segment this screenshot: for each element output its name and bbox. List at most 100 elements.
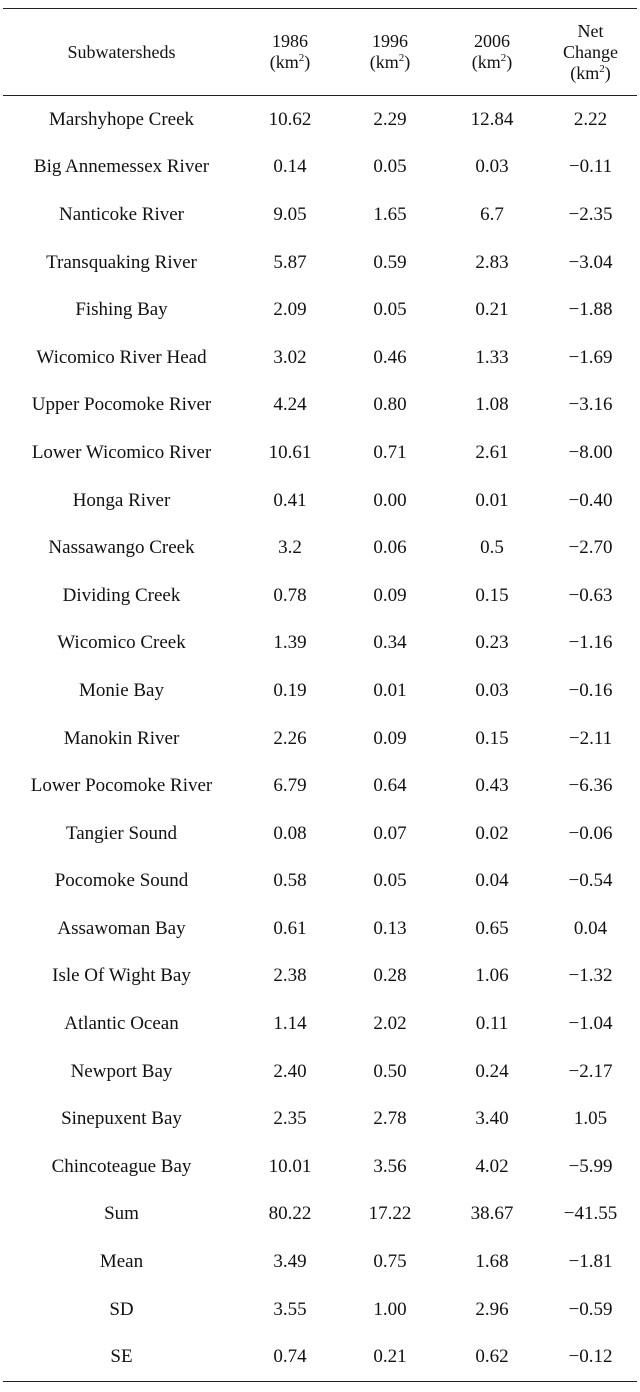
value-1996: 0.34	[373, 632, 407, 654]
subwatershed-name: Marshyhope Creek	[48, 108, 195, 130]
subwatershed-name: Wicomico River Head	[36, 346, 207, 368]
value-2006: 38.67	[470, 1203, 514, 1225]
value-1986: 3.49	[273, 1251, 307, 1273]
table-row: Dividing Creek 0.78 0.09 0.15 −0.63	[3, 572, 637, 620]
value-1996: 0.21	[373, 1346, 407, 1368]
header-1986-year: 1986	[272, 31, 308, 51]
value-1996: 0.46	[373, 346, 407, 368]
table-row: Upper Pocomoke River 4.24 0.80 1.08 −3.16	[3, 382, 637, 430]
value-1986: 0.58	[273, 870, 307, 892]
header-net-change: Net Change (km2)	[544, 9, 637, 96]
value-2006: 0.23	[475, 632, 509, 654]
subwatershed-name: Dividing Creek	[62, 584, 181, 606]
value-2006: 0.65	[475, 917, 509, 939]
value-1986: 0.78	[273, 584, 307, 606]
value-2006: 1.33	[475, 346, 509, 368]
value-1996: 0.09	[373, 727, 407, 749]
table-row: Wicomico Creek 1.39 0.34 0.23 −1.16	[3, 620, 637, 668]
subwatershed-name: Wicomico Creek	[57, 632, 186, 654]
value-1986: 0.19	[273, 679, 307, 701]
subwatershed-name: Pocomoke Sound	[54, 870, 189, 892]
subwatershed-name: SD	[109, 1298, 134, 1320]
table-row: Transquaking River 5.87 0.59 2.83 −3.04	[3, 239, 637, 287]
value-1996: 0.80	[373, 394, 407, 416]
value-1986: 5.87	[273, 251, 307, 273]
value-net-change: −0.11	[568, 156, 613, 178]
value-net-change: −0.59	[568, 1298, 613, 1320]
value-2006: 2.83	[475, 251, 509, 273]
value-net-change: 2.22	[573, 108, 608, 130]
header-net-change-unit: (km2)	[570, 62, 611, 83]
value-2006: 1.08	[475, 394, 509, 416]
value-1996: 3.56	[373, 1155, 407, 1177]
value-1996: 2.02	[373, 1013, 407, 1035]
table-row: Sinepuxent Bay 2.35 2.78 3.40 1.05	[3, 1095, 637, 1143]
value-net-change: −1.88	[568, 299, 613, 321]
value-1996: 2.78	[373, 1108, 407, 1130]
table-row: Wicomico River Head 3.02 0.46 1.33 −1.69	[3, 334, 637, 382]
value-1986: 1.39	[273, 632, 307, 654]
value-1986: 6.79	[273, 775, 307, 797]
table-row: Mean 3.49 0.75 1.68 −1.81	[3, 1238, 637, 1286]
subwatershed-name: Fishing Bay	[75, 299, 168, 321]
value-1986: 10.01	[268, 1155, 312, 1177]
table-row: Assawoman Bay 0.61 0.13 0.65 0.04	[3, 905, 637, 953]
value-1996: 0.71	[373, 441, 407, 463]
value-net-change: −2.17	[568, 1060, 613, 1082]
value-2006: 1.06	[475, 965, 509, 987]
table-row: Big Annemessex River 0.14 0.05 0.03 −0.11	[3, 144, 637, 192]
subwatershed-name: Atlantic Ocean	[64, 1013, 179, 1035]
value-1996: 0.06	[373, 537, 407, 559]
value-1986: 0.08	[273, 822, 307, 844]
value-net-change: −2.35	[568, 203, 613, 225]
value-1986: 80.22	[268, 1203, 312, 1225]
value-1996: 0.28	[373, 965, 407, 987]
value-1986: 4.24	[273, 394, 307, 416]
table-row: Chincoteague Bay 10.01 3.56 4.02 −5.99	[3, 1143, 637, 1191]
value-1986: 0.74	[273, 1346, 307, 1368]
value-2006: 0.43	[475, 775, 509, 797]
value-net-change: −0.54	[568, 870, 613, 892]
table-row: Marshyhope Creek 10.62 2.29 12.84 2.22	[3, 96, 637, 144]
value-1996: 1.65	[373, 203, 407, 225]
value-2006: 0.01	[475, 489, 509, 511]
value-net-change: −6.36	[568, 775, 613, 797]
value-net-change: −8.00	[568, 441, 613, 463]
value-1996: 2.29	[373, 108, 407, 130]
subwatershed-name: Sinepuxent Bay	[61, 1108, 182, 1130]
value-1996: 0.13	[373, 917, 407, 939]
value-1986: 0.14	[273, 156, 307, 178]
table-row: SD 3.55 1.00 2.96 −0.59	[3, 1286, 637, 1334]
value-1996: 0.59	[373, 251, 407, 273]
value-2006: 0.11	[475, 1013, 509, 1035]
table-row: Sum 80.22 17.22 38.67 −41.55	[3, 1191, 637, 1239]
value-net-change: −1.32	[568, 965, 613, 987]
value-1996: 0.09	[373, 584, 407, 606]
table-row: Fishing Bay 2.09 0.05 0.21 −1.88	[3, 286, 637, 334]
value-1996: 0.01	[373, 679, 407, 701]
header-row: Subwatersheds 1986 (km2) 1996 (km2) 2006…	[3, 9, 637, 96]
table-row: Isle Of Wight Bay 2.38 0.28 1.06 −1.32	[3, 953, 637, 1001]
table-row: Nanticoke River 9.05 1.65 6.7 −2.35	[3, 191, 637, 239]
table-row: Lower Wicomico River 10.61 0.71 2.61 −8.00	[3, 429, 637, 477]
value-2006: 0.5	[480, 537, 504, 559]
value-2006: 1.68	[475, 1251, 509, 1273]
table-row: Manokin River 2.26 0.09 0.15 −2.11	[3, 715, 637, 763]
table-row: SE 0.74 0.21 0.62 −0.12	[3, 1333, 637, 1381]
value-2006: 0.62	[475, 1346, 509, 1368]
table-row: Tangier Sound 0.08 0.07 0.02 −0.06	[3, 810, 637, 858]
value-net-change: −0.40	[568, 489, 613, 511]
subwatershed-name: Assawoman Bay	[57, 917, 186, 939]
value-net-change: −0.16	[568, 679, 613, 701]
table-row: Newport Bay 2.40 0.50 0.24 −2.17	[3, 1048, 637, 1096]
header-1996-year: 1996	[372, 31, 408, 51]
value-1986: 2.26	[273, 727, 307, 749]
value-1986: 2.38	[273, 965, 307, 987]
value-1986: 3.55	[273, 1298, 307, 1320]
subwatershed-name: Upper Pocomoke River	[31, 394, 212, 416]
value-net-change: −1.81	[568, 1251, 613, 1273]
table-row: Honga River 0.41 0.00 0.01 −0.40	[3, 477, 637, 525]
value-1986: 3.02	[273, 346, 307, 368]
value-2006: 0.04	[475, 870, 509, 892]
header-net-change-line2: Change	[563, 41, 618, 62]
